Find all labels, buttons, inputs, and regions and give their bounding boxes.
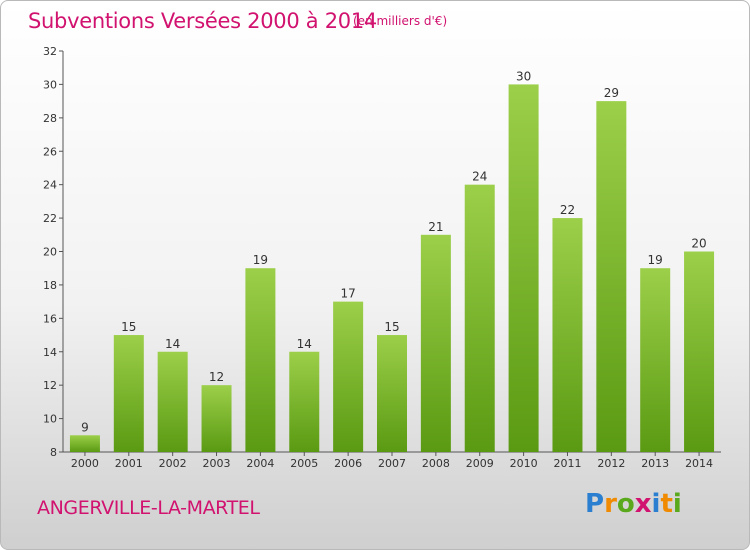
bar-value-label: 14 bbox=[297, 337, 312, 351]
bar bbox=[157, 351, 188, 452]
y-tick-label: 32 bbox=[43, 45, 57, 58]
bar-value-label: 30 bbox=[516, 69, 531, 83]
bar-value-label: 29 bbox=[604, 86, 619, 100]
y-tick-label: 26 bbox=[43, 145, 57, 158]
proxiti-logo[interactable]: Proxiti bbox=[585, 489, 682, 519]
bar bbox=[640, 268, 671, 452]
x-tick-label: 2005 bbox=[290, 457, 318, 470]
x-axis: 2000 2001 2002 2003 2004 2005 2006 2007 2008 2009… bbox=[63, 451, 721, 470]
bar bbox=[377, 335, 407, 452]
chart-unit: (en milliers d'€) bbox=[353, 14, 448, 28]
y-tick-label: 24 bbox=[43, 179, 57, 192]
x-tick-label: 2010 bbox=[510, 457, 538, 470]
bar-value-label: 12 bbox=[209, 370, 224, 384]
bar bbox=[420, 234, 451, 452]
logo-letter: r bbox=[604, 489, 617, 519]
bar-value-label: 9 bbox=[81, 420, 89, 434]
bar-value-label: 15 bbox=[384, 320, 399, 334]
bar bbox=[113, 335, 144, 452]
bar bbox=[69, 435, 100, 452]
y-tick-label: 30 bbox=[43, 78, 57, 91]
y-axis: 8 10 12 14 16 18 20 22 24 26 28 30 32 bbox=[43, 45, 64, 459]
bar bbox=[245, 268, 276, 452]
y-tick-label: 12 bbox=[43, 379, 57, 392]
x-tick-label: 2013 bbox=[641, 457, 669, 470]
logo-letter: i bbox=[672, 489, 682, 519]
x-tick-label: 2011 bbox=[553, 457, 581, 470]
y-tick-label: 20 bbox=[43, 246, 57, 259]
bar bbox=[289, 351, 320, 452]
logo-letter: x bbox=[634, 489, 652, 519]
y-tick-label: 18 bbox=[43, 279, 57, 292]
bar bbox=[201, 385, 232, 452]
bar-value-label: 20 bbox=[691, 237, 706, 251]
bar-value-label: 24 bbox=[472, 170, 487, 184]
logo-letter: t bbox=[660, 489, 673, 519]
x-tick-label: 2008 bbox=[422, 457, 450, 470]
logo-letter: P bbox=[585, 489, 605, 519]
y-tick-label: 10 bbox=[43, 413, 57, 426]
bars bbox=[69, 84, 715, 453]
bar bbox=[464, 184, 495, 452]
bar-value-label: 19 bbox=[253, 253, 268, 267]
bar-value-label: 15 bbox=[121, 320, 136, 334]
x-tick-label: 2006 bbox=[334, 457, 362, 470]
x-tick-label: 2012 bbox=[597, 457, 625, 470]
x-tick-label: 2014 bbox=[685, 457, 713, 470]
bar bbox=[552, 218, 583, 452]
x-tick-label: 2000 bbox=[71, 457, 99, 470]
x-tick-label: 2003 bbox=[203, 457, 231, 470]
logo-letter: i bbox=[651, 489, 661, 519]
bar-value-label: 22 bbox=[560, 203, 575, 217]
y-tick-label: 22 bbox=[43, 212, 57, 225]
bar-value-label: 21 bbox=[428, 220, 443, 234]
x-tick-label: 2002 bbox=[159, 457, 187, 470]
bar bbox=[333, 301, 364, 452]
x-tick-label: 2004 bbox=[246, 457, 274, 470]
y-tick-label: 28 bbox=[43, 112, 57, 125]
logo-letter: o bbox=[616, 489, 635, 519]
bar bbox=[684, 251, 715, 452]
bar-value-label: 17 bbox=[340, 287, 355, 301]
commune-name: ANGERVILLE-LA-MARTEL bbox=[37, 497, 260, 519]
y-tick-label: 16 bbox=[43, 312, 57, 325]
value-labels: 9 15 14 12 19 14 17 15 21 24 30 22 29 19 20 bbox=[81, 69, 707, 434]
y-tick-label: 8 bbox=[50, 446, 57, 459]
bar-value-label: 19 bbox=[648, 253, 663, 267]
bar-value-label: 14 bbox=[165, 337, 180, 351]
x-tick-label: 2001 bbox=[115, 457, 143, 470]
bar bbox=[596, 101, 627, 452]
bar bbox=[508, 84, 539, 453]
y-tick-label: 14 bbox=[43, 346, 57, 359]
x-tick-label: 2007 bbox=[378, 457, 406, 470]
chart-title: Subventions Versées 2000 à 2014 bbox=[28, 9, 377, 33]
x-tick-label: 2009 bbox=[466, 457, 494, 470]
